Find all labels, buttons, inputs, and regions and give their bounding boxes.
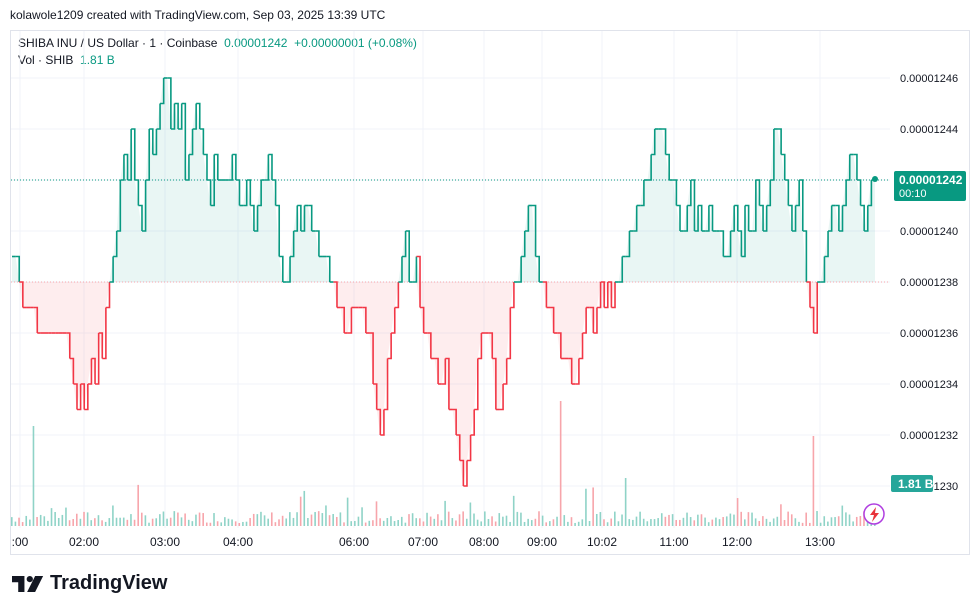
- chart-attribution: kolawole1209 created with TradingView.co…: [10, 8, 386, 22]
- brand-logo[interactable]: TradingView: [12, 572, 167, 595]
- symbol-line: SHIBA INU / US Dollar · 1 · Coinbase 0.0…: [18, 35, 417, 52]
- chart-legend: SHIBA INU / US Dollar · 1 · Coinbase 0.0…: [18, 35, 417, 69]
- volume-value: 1.81 B: [80, 53, 115, 67]
- volume-label[interactable]: Vol · SHIB: [18, 53, 74, 67]
- brand-name: TradingView: [50, 572, 168, 594]
- tradingview-logo-icon: [12, 575, 44, 592]
- volume-line: Vol · SHIB 1.81 B: [18, 52, 417, 69]
- price-change: +0.00000001 (+0.08%): [294, 36, 417, 50]
- symbol-name[interactable]: SHIBA INU / US Dollar · 1 · Coinbase: [18, 36, 218, 50]
- chart-frame: [10, 30, 970, 555]
- last-price: 0.00001242: [224, 36, 288, 50]
